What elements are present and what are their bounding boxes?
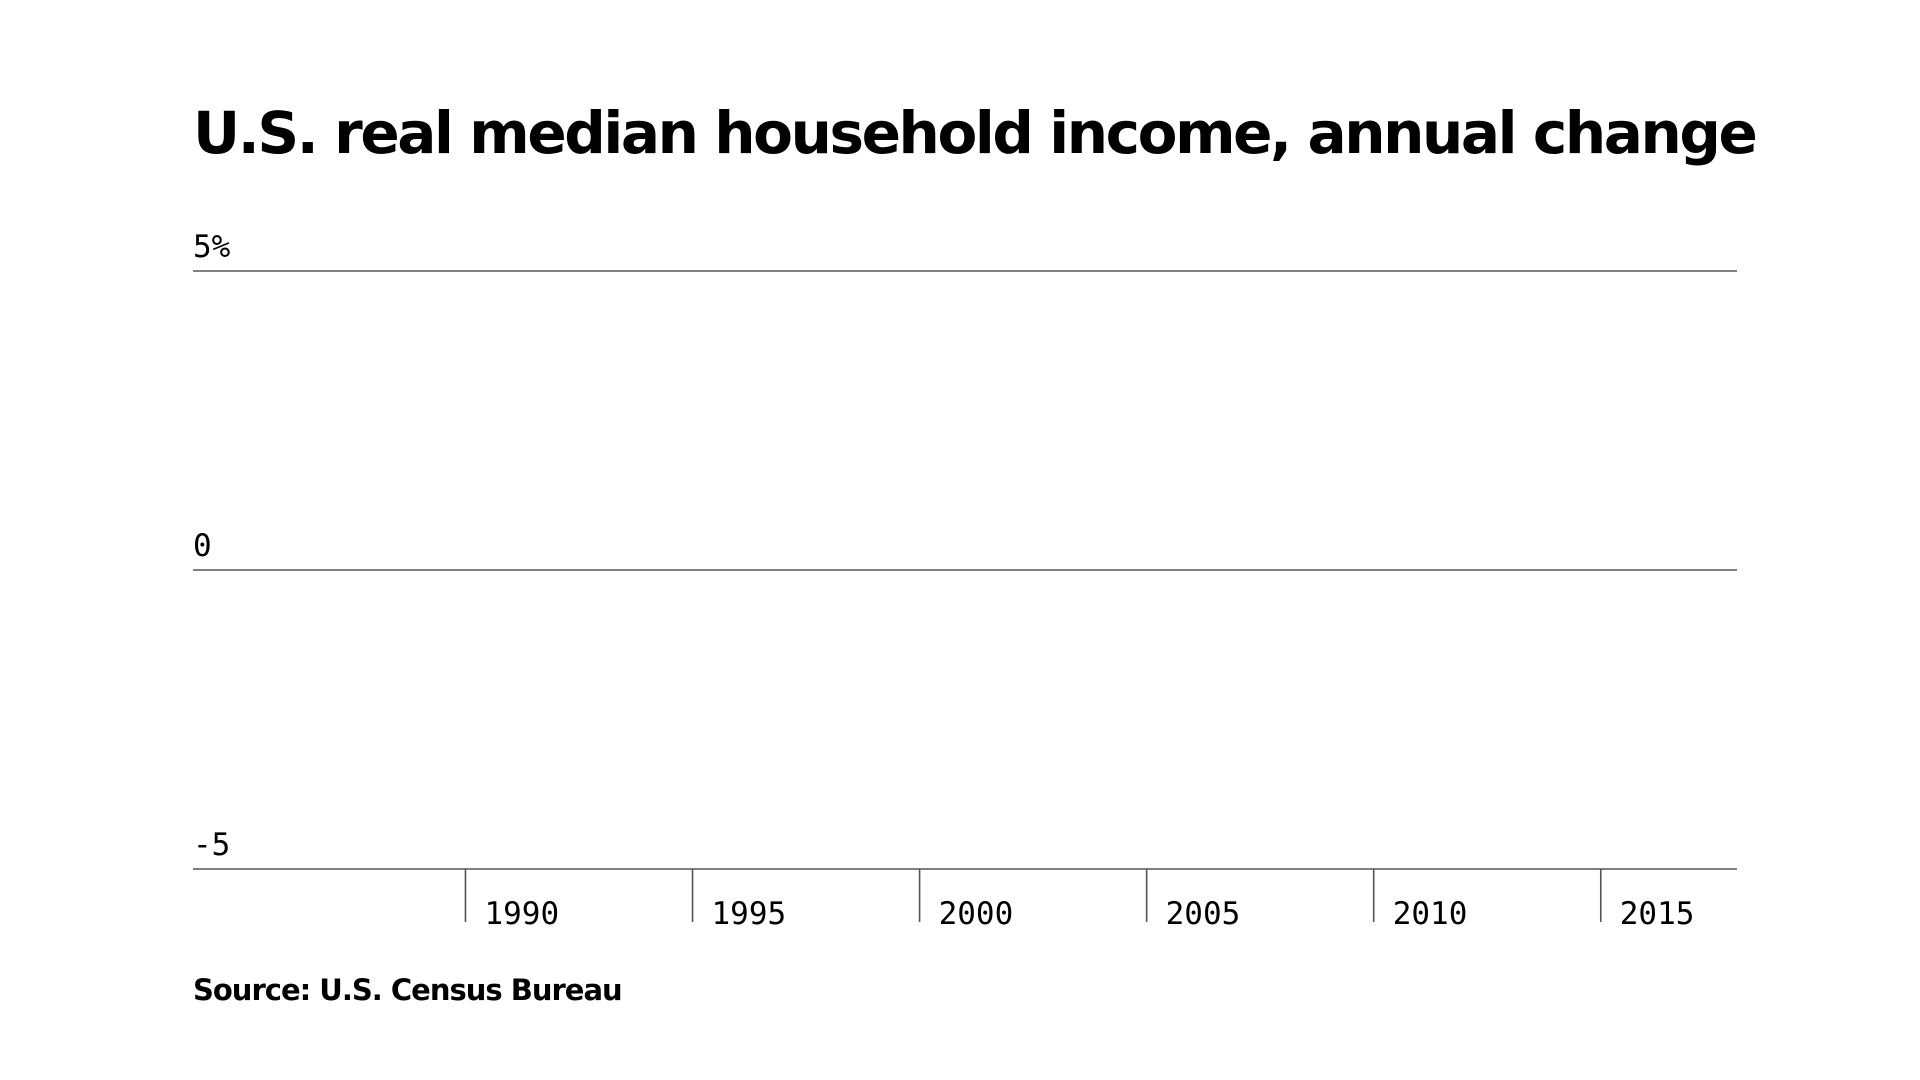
x-axis-ticks: 1990 1995 2000 2005 2010 2015 — [464, 869, 1695, 932]
y-tick-label: 5% — [193, 229, 231, 265]
y-tick-label: -5 — [193, 827, 230, 863]
source-note: Source: U.S. Census Bureau — [193, 973, 623, 1007]
x-tick-label: 2010 — [1393, 896, 1468, 932]
y-gridlines: 5% 0 -5 — [193, 229, 1737, 870]
x-tick-label: 1990 — [484, 896, 559, 932]
x-tick-label: 1995 — [712, 896, 787, 932]
x-tick-label: 2005 — [1166, 896, 1241, 932]
chart-title: U.S. real median household income, annua… — [193, 99, 1758, 167]
y-tick-label: 0 — [193, 528, 212, 564]
x-tick-label: 2015 — [1620, 896, 1695, 932]
x-tick-label: 2000 — [939, 896, 1014, 932]
